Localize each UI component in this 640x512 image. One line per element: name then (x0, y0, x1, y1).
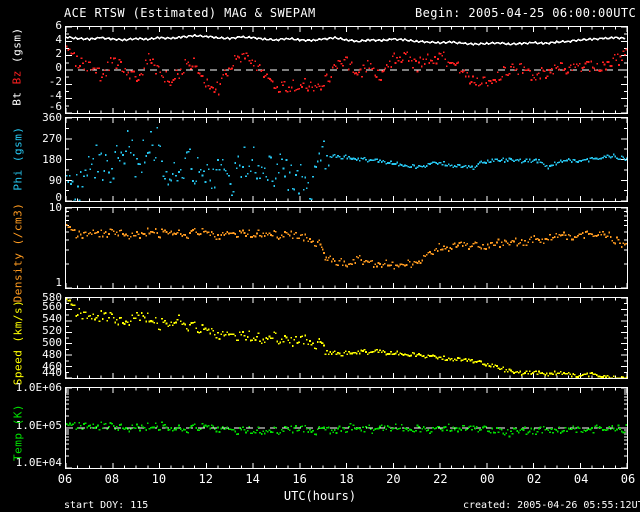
x-axis-tick-label: 06 (57, 472, 73, 486)
panel5-ytick: 1.0E+05 (15, 419, 62, 432)
created-timestamp-label: created: 2005-04-26 05:55:12UTC (463, 500, 640, 511)
panel-bt-bz (65, 26, 628, 114)
x-axis-tick-label: 08 (104, 472, 120, 486)
panel4-ytick: 560 (42, 300, 62, 313)
x-axis-tick-label: 20 (386, 472, 401, 486)
panel1-ytick: -6 (48, 100, 62, 113)
panel5-ytick: 1.0E+06 (15, 381, 62, 394)
x-axis-tick-label: 18 (339, 472, 354, 486)
panel3-ytick: 10 (48, 201, 62, 214)
x-axis-title: UTC(hours) (283, 489, 357, 503)
panel-density-plotarea (66, 208, 627, 288)
panel-speed-plotarea (66, 298, 627, 378)
panel-phi (65, 117, 628, 202)
panel5-ytick-group: 1.0E+06 1.0E+05 1.0E+04 (0, 382, 62, 469)
gsm-units-label: (gsm) (10, 27, 24, 63)
x-axis-tick-label: 06 (620, 472, 636, 486)
begin-timestamp: Begin: 2005-04-25 06:00:00UTC (415, 6, 637, 20)
bt-label: Bt (10, 91, 24, 106)
panel3-y-axis-label: Density (/cm3) (11, 202, 25, 303)
panel2-ytick: 0 (55, 191, 62, 204)
panel4-ytick: 480 (42, 348, 62, 361)
panel1-ytick-group: 6 4 2 0 -2 -4 -6 (20, 20, 62, 114)
x-axis-tick-label: 14 (245, 472, 260, 486)
panel3-ytick: 1 (55, 276, 62, 289)
panel4-ytick: 500 (42, 336, 62, 349)
panel2-ytick: 90 (48, 174, 62, 187)
plot-title: ACE RTSW (Estimated) MAG & SWEPAM (64, 6, 316, 20)
panel4-ytick: 540 (42, 312, 62, 325)
panel2-ytick: 360 (42, 111, 62, 124)
panel1-ytick: 0 (55, 61, 62, 74)
panel4-y-axis-label: Speed (km/s) (11, 299, 25, 386)
panel1-ytick: 4 (55, 33, 62, 46)
panel5-ytick: 1.0E+04 (15, 456, 62, 469)
panel-temp-plotarea (66, 388, 627, 468)
panel2-y-axis-label: Phi (gsm) (11, 126, 25, 191)
x-axis-tick-label: 00 (480, 472, 495, 486)
panel4-ytick-group: 580 560 540 520 500 480 460 440 (20, 292, 62, 379)
bz-label: Bz (10, 70, 24, 85)
panel1-ytick: 6 (55, 19, 62, 32)
x-axis-tick-label: 12 (198, 472, 213, 486)
start-doy-label: start DOY: 115 (64, 500, 149, 511)
panel2-ytick-group: 360 270 180 90 0 (20, 112, 62, 204)
x-axis-tick-label: 04 (573, 472, 589, 486)
x-axis-tick-label: 22 (433, 472, 448, 486)
panel4-ytick: 520 (42, 324, 62, 337)
panel-speed (65, 297, 628, 379)
panel1-ytick: -4 (48, 89, 62, 102)
panel-density (65, 207, 628, 289)
panel2-ytick: 270 (42, 132, 62, 145)
panel1-y-axis-label: Bt Bz (gsm) (11, 17, 24, 117)
panel4-ytick: 440 (42, 366, 62, 379)
panel3-ytick-group: 10 1 (20, 202, 62, 289)
panel1-ytick: -2 (48, 75, 62, 88)
panel4-ytick: 580 (42, 291, 62, 304)
x-axis-tick-label: 16 (292, 472, 307, 486)
panel4-ytick: 460 (42, 360, 62, 373)
x-axis-tick-label: 10 (151, 472, 167, 486)
panel1-ytick: 2 (55, 47, 62, 60)
panel-temp (65, 387, 628, 469)
panel5-y-axis-label: Temp (K) (11, 404, 25, 461)
panel-phi-plotarea (66, 118, 627, 201)
panel-bt-bz-plotarea (66, 27, 627, 113)
plot-header: ACE RTSW (Estimated) MAG & SWEPAM Begin:… (0, 6, 640, 22)
panel2-ytick: 180 (42, 153, 62, 166)
x-axis-tick-label: 02 (526, 472, 542, 486)
